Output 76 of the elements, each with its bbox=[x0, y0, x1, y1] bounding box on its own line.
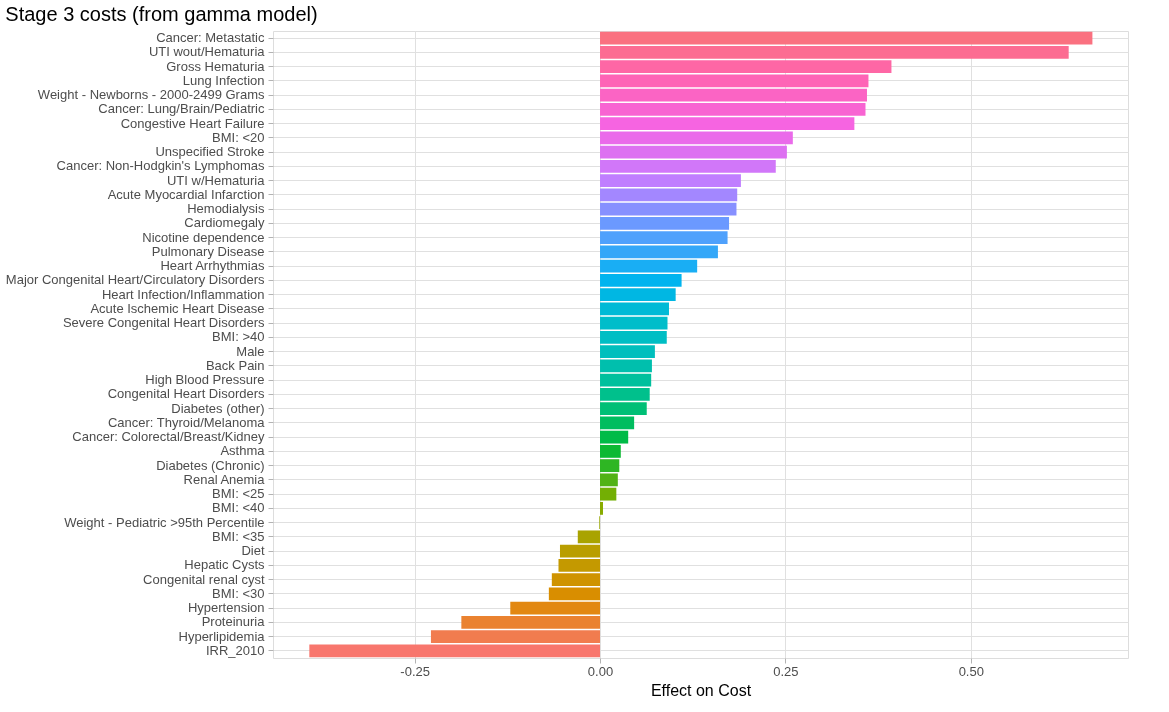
y-tick-label: Hypertension bbox=[187, 600, 265, 616]
bar bbox=[600, 387, 650, 401]
bar bbox=[600, 402, 647, 416]
y-tick-label: Congestive Heart Failure bbox=[120, 115, 265, 131]
bar bbox=[600, 60, 892, 74]
bar bbox=[600, 245, 718, 259]
y-tick-label: UTI w/Hematuria bbox=[166, 172, 266, 188]
y-tick-label: Cancer: Non-Hodgkin's Lymphomas bbox=[56, 158, 265, 174]
y-tick-label: High Blood Pressure bbox=[145, 372, 265, 388]
y-tick-label: Cancer: Lung/Brain/Pediatric bbox=[98, 101, 265, 117]
bar bbox=[600, 359, 652, 373]
y-tick-label: Cardiomegaly bbox=[184, 215, 265, 231]
y-tick-label: Back Pain bbox=[205, 357, 265, 373]
bar bbox=[600, 231, 728, 245]
bar bbox=[600, 444, 621, 458]
bar bbox=[600, 373, 652, 387]
bar bbox=[577, 530, 601, 544]
y-tick-label: Severe Congenital Heart Disorders bbox=[62, 315, 265, 331]
bar bbox=[600, 416, 635, 430]
y-tick-label: UTI wout/Hematuria bbox=[148, 44, 266, 60]
x-tick-label: 0.25 bbox=[773, 663, 799, 679]
bar bbox=[461, 615, 601, 629]
y-tick-label: Heart Arrhythmias bbox=[160, 258, 265, 274]
y-tick-label: BMI: >40 bbox=[212, 329, 265, 345]
y-tick-label: Gross Hematuria bbox=[166, 58, 266, 74]
bar bbox=[600, 174, 741, 188]
y-tick-label: Cancer: Colorectal/Breast/Kidney bbox=[72, 429, 265, 445]
y-tick-label: BMI: <20 bbox=[212, 129, 265, 145]
bar bbox=[600, 501, 603, 515]
y-tick-label: BMI: <35 bbox=[212, 528, 265, 544]
y-tick-label: Proteinuria bbox=[201, 614, 266, 630]
bar bbox=[309, 644, 601, 658]
y-tick-label: Unspecified Stroke bbox=[155, 144, 265, 160]
x-tick-label: 0.50 bbox=[958, 663, 984, 679]
bar bbox=[430, 630, 601, 644]
bar bbox=[600, 31, 1093, 45]
bar bbox=[600, 88, 867, 102]
bar bbox=[600, 259, 698, 273]
y-tick-label: IRR_2010 bbox=[205, 642, 265, 658]
y-tick-label: Heart Infection/Inflammation bbox=[101, 286, 265, 302]
y-tick-label: Hepatic Cysts bbox=[184, 557, 265, 573]
y-tick-label: BMI: <40 bbox=[212, 500, 265, 516]
y-tick-label: Acute Ischemic Heart Disease bbox=[90, 300, 265, 316]
bar bbox=[600, 302, 669, 316]
y-tick-label: Diabetes (other) bbox=[171, 400, 265, 416]
bar bbox=[600, 473, 618, 487]
y-tick-label: Nicotine dependence bbox=[142, 229, 265, 245]
y-tick-label: Asthma bbox=[220, 443, 266, 459]
y-tick-label: Diabetes (Chronic) bbox=[156, 457, 265, 473]
y-tick-label: BMI: <25 bbox=[212, 486, 265, 502]
x-tick-label: 0.00 bbox=[587, 663, 614, 679]
bar bbox=[600, 74, 869, 88]
chart-title: Stage 3 costs (from gamma model) bbox=[5, 3, 318, 25]
y-tick-label: Hyperlipidemia bbox=[178, 628, 266, 644]
y-tick-label: Hemodialysis bbox=[187, 201, 265, 217]
bar bbox=[600, 487, 617, 501]
y-tick-label: Weight - Newborns - 2000-2499 Grams bbox=[37, 87, 265, 103]
bar bbox=[600, 216, 730, 230]
bar bbox=[600, 430, 629, 444]
bar bbox=[600, 188, 738, 202]
y-tick-label: Weight - Pediatric >95th Percentile bbox=[64, 514, 265, 530]
bar bbox=[600, 45, 1069, 59]
bar bbox=[600, 202, 737, 216]
y-tick-label: Major Congenital Heart/Circulatory Disorders bbox=[5, 272, 265, 288]
bar bbox=[510, 601, 601, 615]
x-axis-title: Effect on Cost bbox=[650, 681, 752, 699]
y-tick-label: Lung Infection bbox=[182, 72, 265, 88]
bar bbox=[600, 102, 866, 116]
x-tick-label: -0.25 bbox=[400, 663, 430, 679]
y-tick-label: Male bbox=[236, 343, 265, 359]
y-tick-label: Acute Myocardial Infarction bbox=[107, 186, 265, 202]
bar bbox=[600, 459, 620, 473]
y-tick-label: Congenital Heart Disorders bbox=[107, 386, 265, 402]
y-tick-label: Congenital renal cyst bbox=[143, 571, 265, 587]
y-tick-label: Cancer: Metastatic bbox=[156, 30, 265, 46]
y-tick-label: Diet bbox=[241, 543, 265, 559]
